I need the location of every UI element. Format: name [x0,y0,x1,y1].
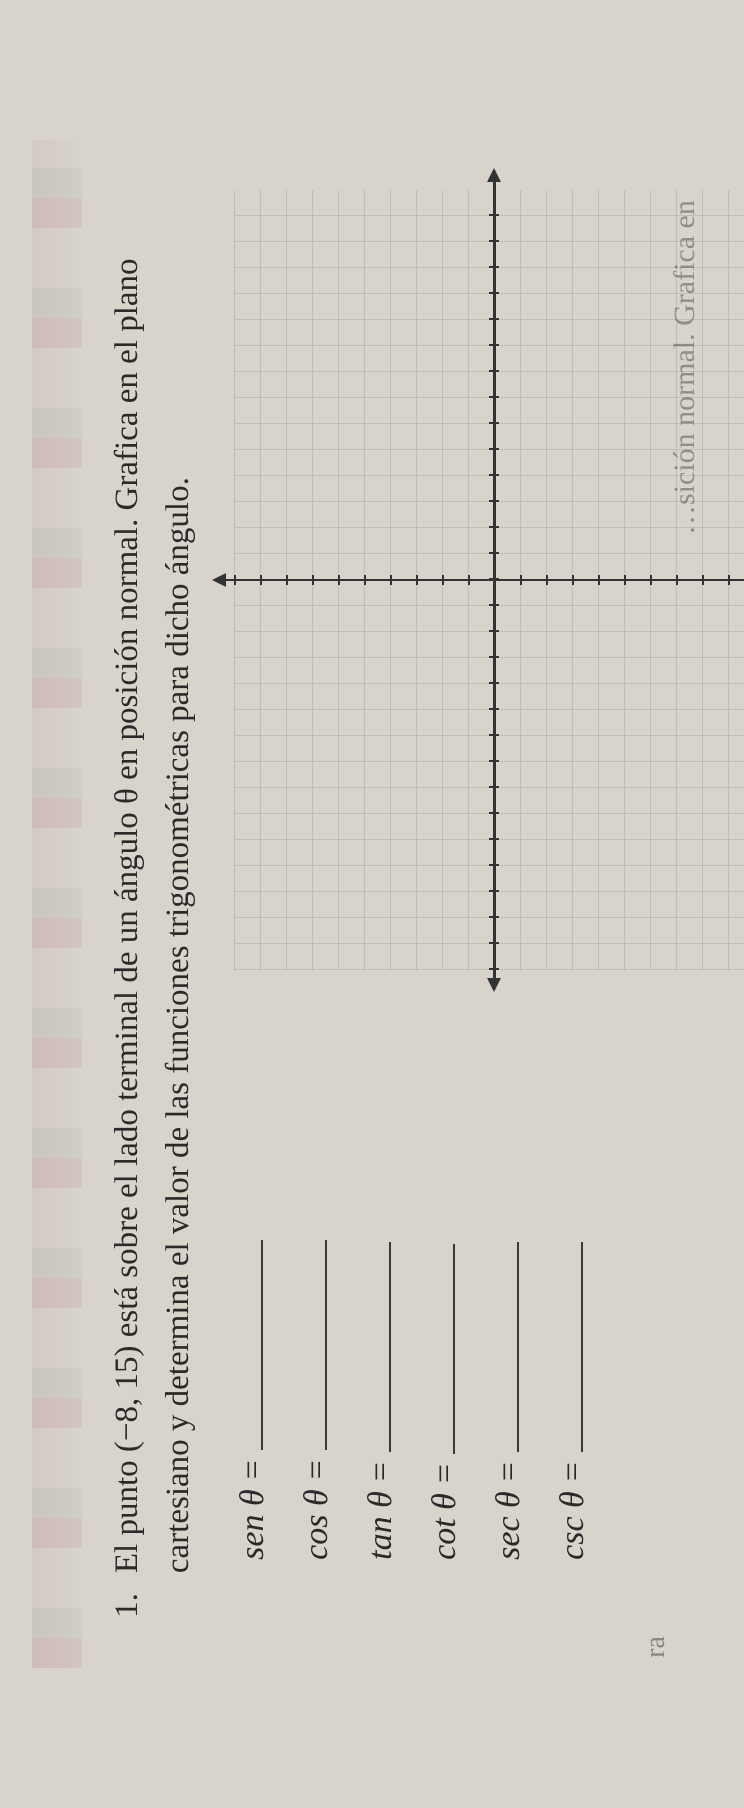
trig-item-tan: tan θ = [362,1240,400,1560]
arrow-left-icon [487,978,501,992]
equals-sign: = [426,1464,464,1483]
equals-sign: = [554,1462,592,1481]
trig-label: tan θ [362,1491,400,1560]
answer-blank[interactable] [300,1240,327,1450]
trig-item-sec: sec θ = [490,1240,528,1560]
page-edge-text: ra [640,1636,672,1658]
trig-label: csc θ [554,1491,592,1560]
trig-function-list: sen θ = cos θ = tan θ = cot θ = [234,1240,592,1560]
trig-label: cos θ [298,1489,336,1560]
answer-blank[interactable] [492,1242,519,1452]
y-axis [222,579,744,582]
equals-sign: = [298,1460,336,1479]
trig-label: cot θ [426,1493,464,1560]
page-rotated-container: 1. El punto (−8, 15) está sobre el lado … [0,532,744,1276]
decorative-border-top [32,140,82,1668]
equals-sign: = [490,1462,528,1481]
equals-sign: = [234,1460,272,1479]
trig-item-sen: sen θ = [234,1240,272,1560]
arrow-right-icon [487,168,501,182]
trig-item-cot: cot θ = [426,1240,464,1560]
arrow-up-icon [212,573,226,587]
trig-item-cos: cos θ = [298,1240,336,1560]
question-text: El punto (−8, 15) está sobre el lado ter… [102,190,204,1573]
trig-label: sec θ [490,1491,528,1560]
equals-sign: = [362,1462,400,1481]
answer-blank[interactable] [236,1240,263,1450]
page-content: 1. El punto (−8, 15) está sobre el lado … [32,140,712,1668]
partial-next-line: …sición normal. Grafica en [668,200,702,535]
trig-item-csc: csc θ = [554,1240,592,1560]
answer-blank[interactable] [428,1244,455,1454]
question-number: 1. [102,1593,153,1618]
trig-label: sen θ [234,1489,272,1560]
question-block: 1. El punto (−8, 15) está sobre el lado … [102,190,204,1618]
answer-blank[interactable] [364,1242,391,1452]
answer-blank[interactable] [556,1242,583,1452]
